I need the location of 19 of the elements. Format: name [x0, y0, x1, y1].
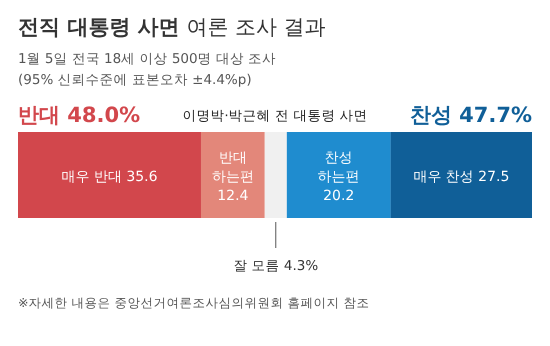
text: 찬성 47.7% [410, 103, 532, 127]
series-label: 반대 하는편 [212, 150, 254, 185]
text: 반대 48.0% [18, 103, 140, 127]
text: 매우 찬성 27.5 [413, 169, 510, 185]
bar [200, 132, 265, 218]
bar [264, 132, 287, 218]
bar [286, 132, 391, 218]
text: (95% 신뢰수준에 표본오차 ±4.4%p) [18, 72, 252, 88]
data-label: 20.2 [323, 188, 354, 204]
series-label: 찬성 하는편 [318, 150, 360, 185]
text: ※자세한 내용은 중앙선거여론조사심의위원회 홈페이지 참조 [18, 295, 370, 310]
bar [18, 132, 201, 218]
text: 잘 모름 4.3% [233, 258, 318, 274]
chart-title: 전직 대통령 사면 여론 조사 결과 [18, 15, 326, 39]
text: 매우 반대 35.6 [61, 169, 158, 185]
bar [390, 132, 532, 218]
text: 이명박·박근혜 전 대통령 사면 [182, 108, 368, 124]
data-label: 12.4 [217, 188, 249, 204]
chart-subtitle: 1월 5일 전국 18세 이상 500명 대상 조사 [18, 51, 276, 67]
